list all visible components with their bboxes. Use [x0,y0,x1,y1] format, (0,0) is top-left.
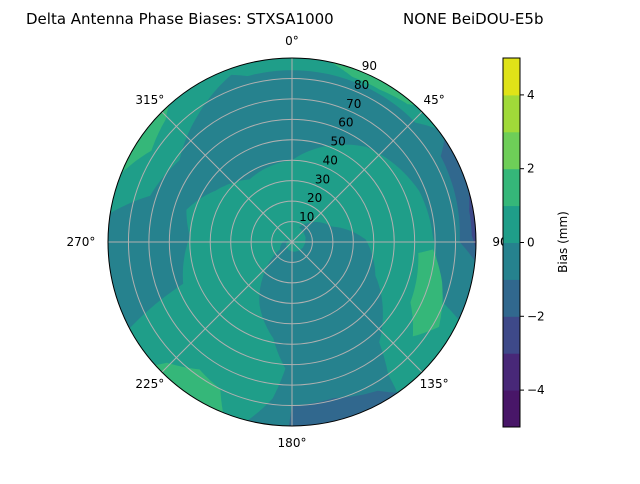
radial-tick-label: 20 [307,191,322,205]
radial-tick-label: 40 [323,153,338,167]
colorbar-band [503,279,520,317]
angle-tick-label: 180° [278,436,307,450]
angle-tick-label: 0° [285,34,299,48]
angle-tick-label: 225° [135,377,164,391]
colorbar: 4 2 0 −2 −4 Bias (mm) [502,57,570,428]
angular-gridline [291,111,423,243]
colorbar-band [503,316,520,354]
contour-region [410,249,443,337]
contour-region [121,105,169,174]
colorbar-band [503,353,520,391]
colorbar-tick-label: 0 [527,236,535,250]
contour-region [468,191,476,249]
chart-title-left: Delta Antenna Phase Biases: STXSA1000 [26,10,334,28]
colorbar-tick-label: 2 [527,162,535,176]
colorbar-tick-label: 4 [527,88,535,102]
chart-title-right: NONE BeiDOU-E5b [403,10,543,28]
angular-gridline [291,241,423,373]
radial-tick-label: 90 [362,59,377,73]
colorbar-band [503,205,520,243]
angle-tick-label: 45° [423,93,444,107]
radial-tick-label: 30 [315,172,330,186]
radial-tick-label: 10 [299,210,314,224]
colorbar-label: Bias (mm) [556,211,570,273]
colorbar-tick-label: −4 [527,383,545,397]
contour-region [108,70,476,329]
colorbar-band [503,94,520,133]
radial-tick-label: 70 [346,97,361,111]
radial-tick-label: 50 [330,135,345,149]
polar-spine [107,57,477,427]
colorbar-band [503,390,520,428]
contour-region [440,139,476,262]
angular-gridline [161,111,293,243]
contour-region [247,222,398,426]
angular-gridline [161,241,293,373]
contour-region [155,362,224,413]
colorbar-band [503,58,520,96]
colorbar-band [503,242,520,280]
colorbar-tick-label: −2 [527,309,545,323]
colorbar-band [503,168,520,207]
colorbar-band [503,131,520,170]
angle-tick-label: 135° [420,377,449,391]
angle-tick-label: 270° [66,235,95,249]
polar-plot-area: 0°45°90°135°180°225°270°315°102030405060… [66,34,513,450]
radial-tick-label: 60 [338,116,353,130]
angle-tick-label: 315° [135,93,164,107]
radial-tick-label: 80 [354,78,369,92]
contour-region [288,390,398,426]
contour-region [330,62,416,106]
